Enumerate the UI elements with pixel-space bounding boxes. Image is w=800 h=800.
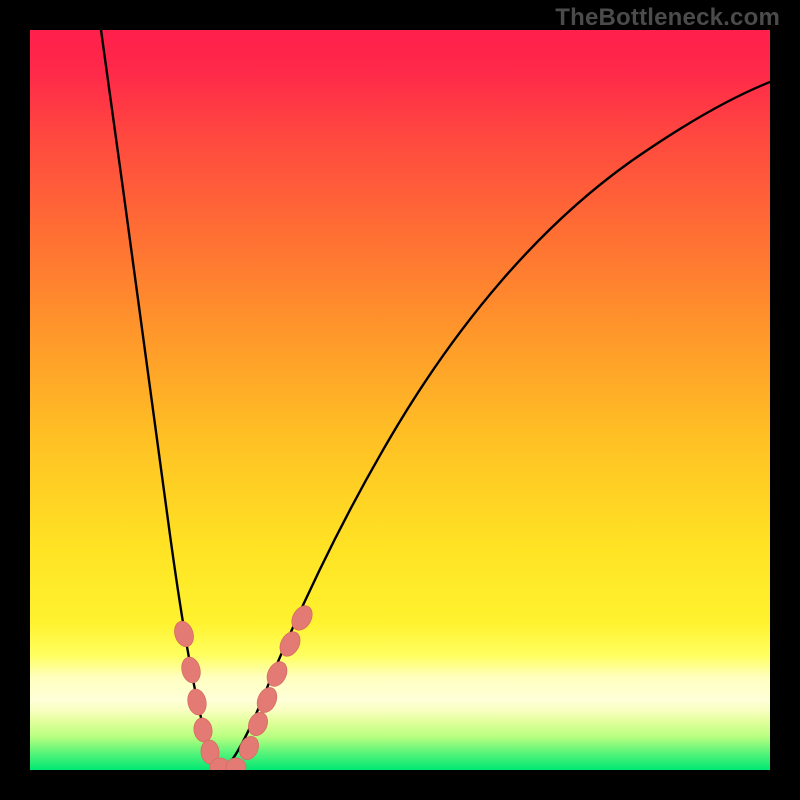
data-marker: [192, 717, 214, 744]
data-marker: [226, 758, 246, 770]
data-marker: [171, 619, 196, 649]
data-marker: [185, 687, 208, 716]
chart-frame: TheBottleneck.com: [0, 0, 800, 800]
data-marker: [179, 655, 203, 685]
plot-area: [30, 30, 770, 770]
curve-path: [101, 30, 222, 770]
curves-layer: [30, 30, 770, 770]
watermark-text: TheBottleneck.com: [555, 4, 780, 32]
curve-path: [222, 82, 770, 770]
data-marker: [245, 709, 271, 738]
